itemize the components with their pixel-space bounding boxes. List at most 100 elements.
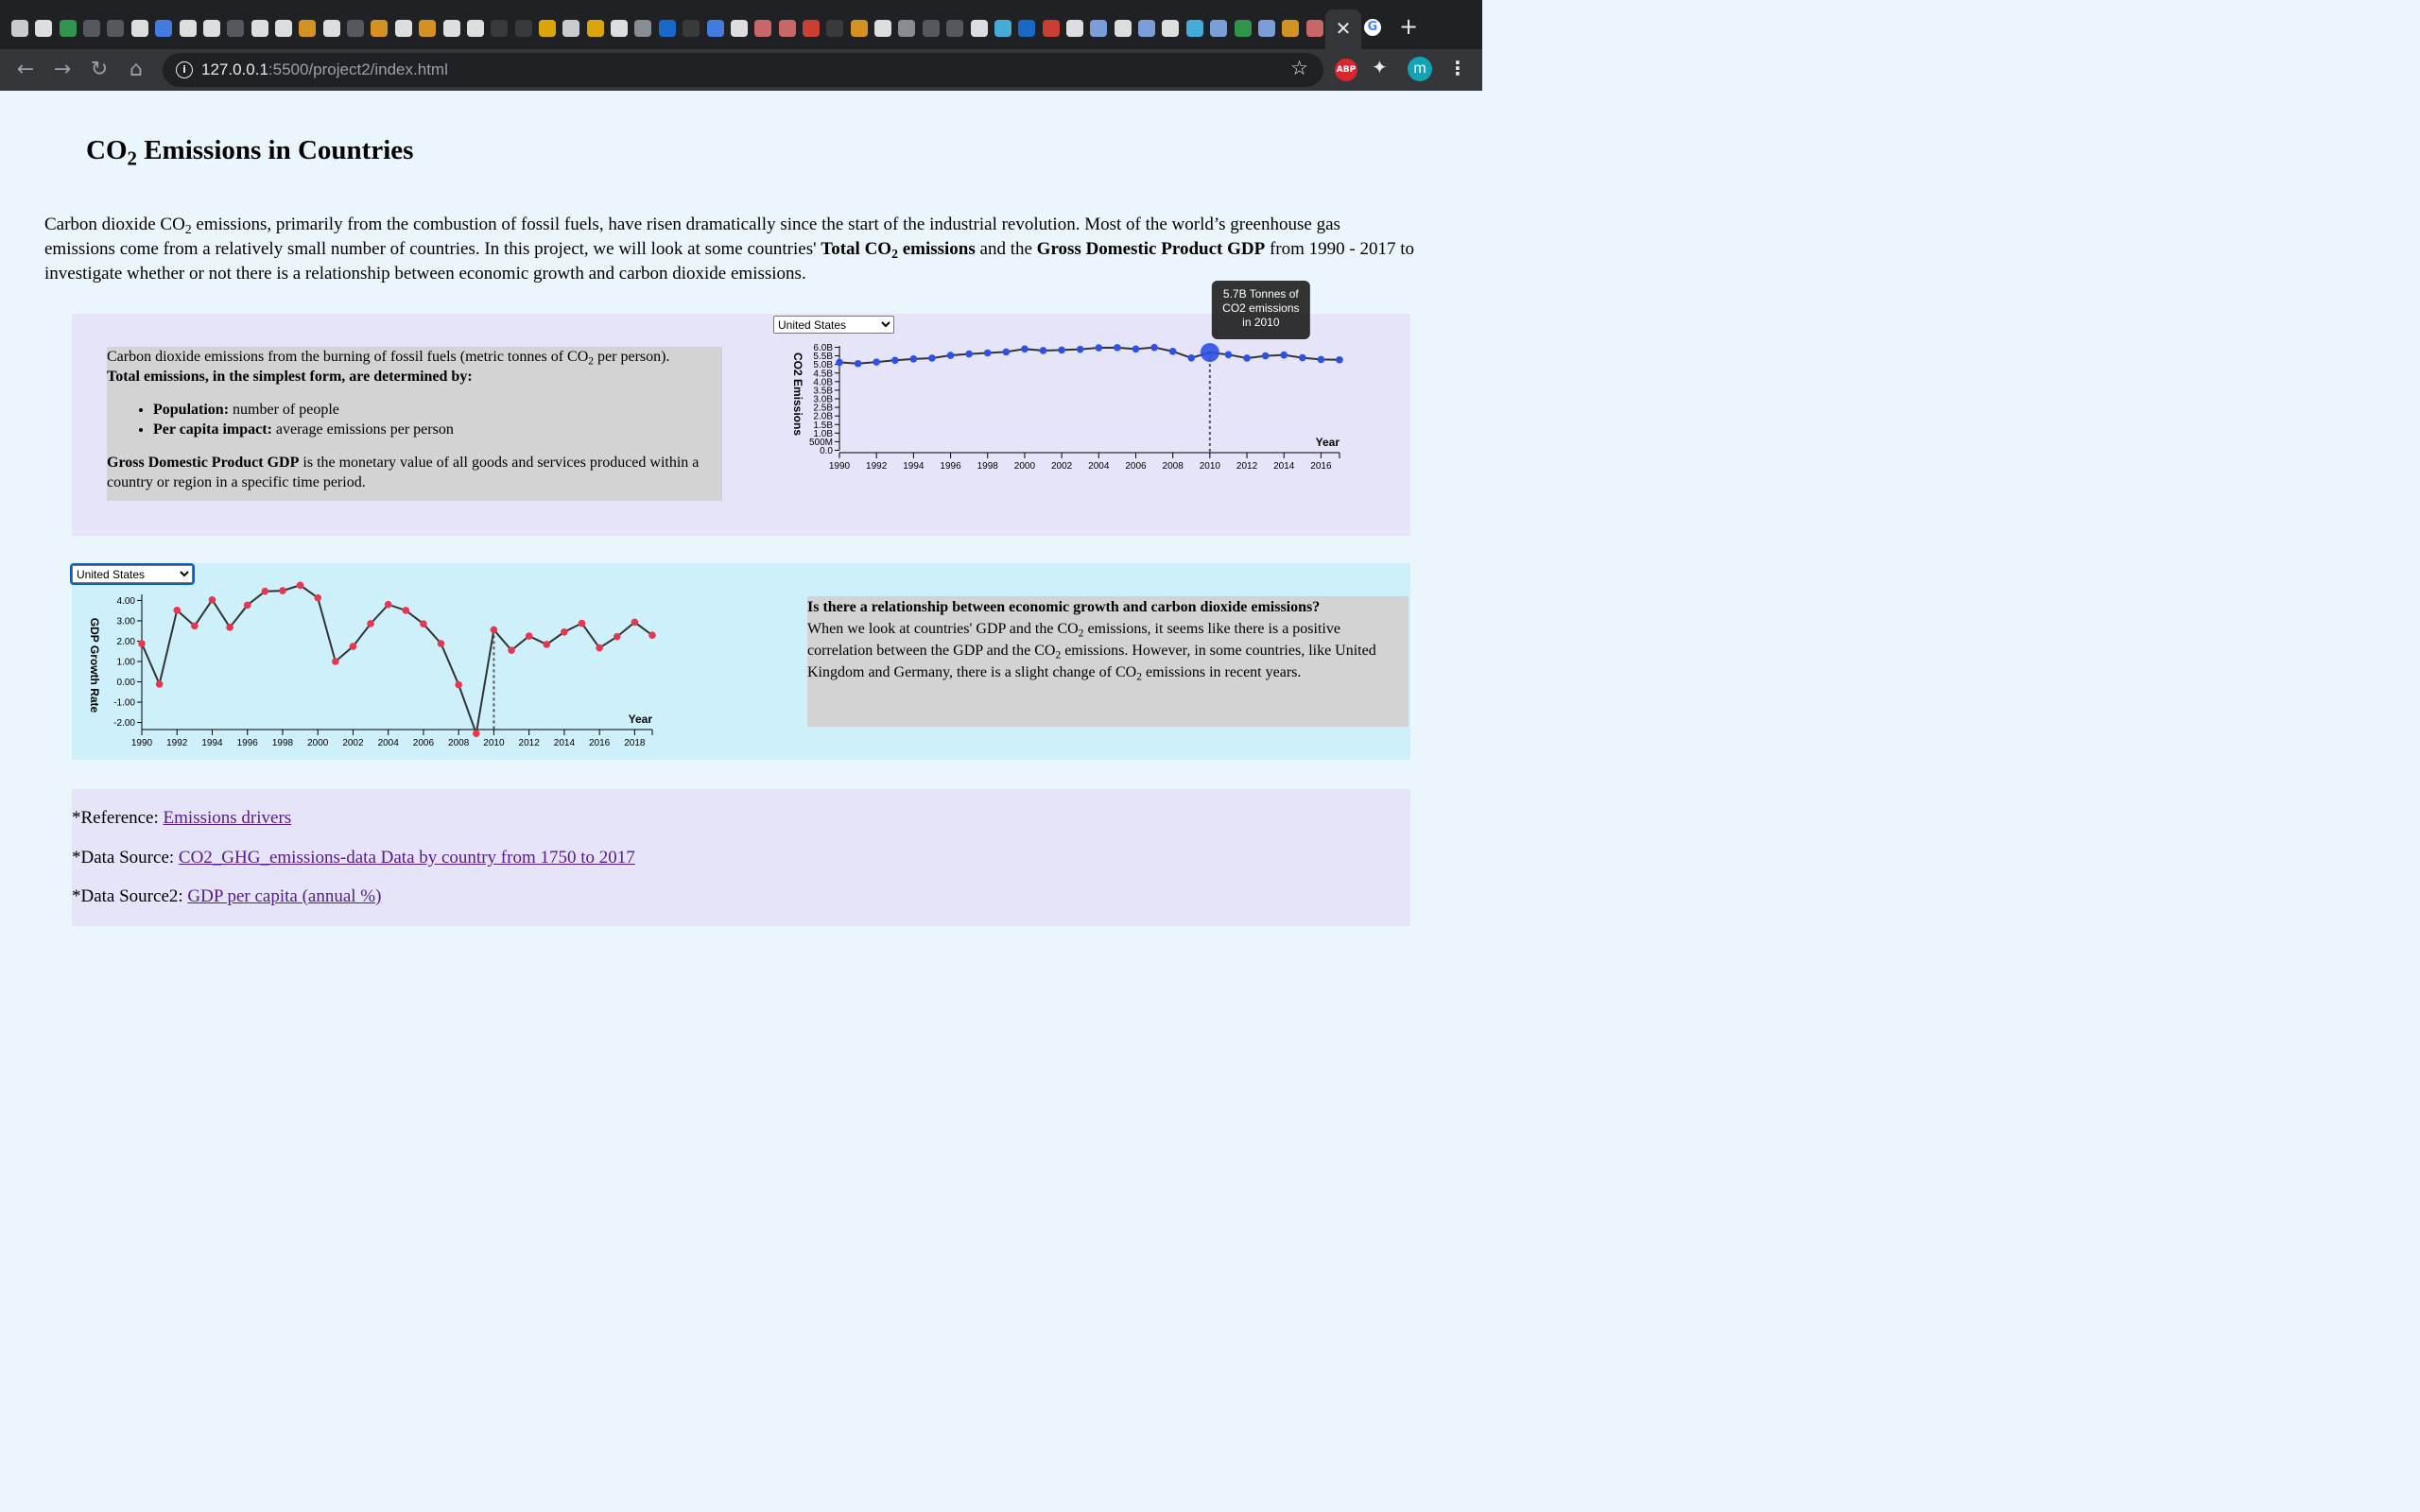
tab-favicon-icon[interactable] (778, 20, 796, 37)
tab-favicon-icon[interactable] (658, 20, 676, 37)
gdp-definition: Gross Domestic Product GDP is the moneta… (107, 455, 700, 490)
data-point (983, 349, 992, 357)
url-text[interactable]: 127.0.0.1:5500/project2/index.html (201, 60, 448, 78)
data-point (243, 601, 251, 610)
active-tab[interactable]: ✕ (1325, 9, 1361, 49)
tab-favicon-icon[interactable] (850, 20, 868, 37)
tab-favicon-icon[interactable] (611, 20, 629, 37)
tab-favicon-icon[interactable] (514, 20, 532, 37)
x-tick-label: 1992 (166, 738, 188, 748)
emissions-drivers-link[interactable]: Emissions drivers (163, 808, 292, 828)
co2-data-source-link[interactable]: CO2_GHG_emissions-data Data by country f… (178, 848, 635, 868)
tab-favicon-icon[interactable] (202, 20, 220, 37)
data-point (631, 618, 639, 627)
y-tick-label: 2.5B (813, 404, 833, 414)
y-tick-label: 3.5B (813, 386, 833, 396)
tab-favicon-icon[interactable] (539, 20, 556, 37)
tab-favicon-icon[interactable] (419, 20, 437, 37)
tab-favicon-icon[interactable] (1114, 20, 1132, 37)
tab-favicon-icon[interactable] (107, 20, 125, 37)
data-point (1336, 355, 1343, 364)
site-info-icon[interactable]: i (176, 61, 193, 78)
gdp-data-source-link[interactable]: GDP per capita (annual %) (187, 886, 382, 906)
tab-favicon-icon[interactable] (394, 20, 412, 37)
tab-favicon-icon[interactable] (347, 20, 365, 37)
tab-favicon-icon[interactable] (322, 20, 340, 37)
google-tab-icon[interactable]: G (1364, 19, 1381, 36)
tab-favicon-icon[interactable] (874, 20, 892, 37)
tab-favicon-icon[interactable] (898, 20, 916, 37)
tab-favicon-icon[interactable] (562, 20, 580, 37)
profile-avatar[interactable]: m (1408, 57, 1432, 81)
tab-favicon-icon[interactable] (1162, 20, 1180, 37)
tab-favicon-icon[interactable] (706, 20, 724, 37)
tab-favicon-icon[interactable] (371, 20, 389, 37)
tab-favicon-icon[interactable] (179, 20, 197, 37)
adblock-extension-icon[interactable]: ABP (1335, 59, 1357, 81)
x-tick-label: 2016 (1310, 461, 1332, 472)
co2-info-heading: Total emissions, in the simplest form, a… (107, 369, 473, 385)
back-arrow-icon[interactable]: ← (16, 58, 35, 81)
data-point (1114, 344, 1121, 352)
data-point (854, 359, 862, 368)
y-axis-label: CO2 Emissions (791, 352, 804, 436)
tab-favicon-icon[interactable] (251, 20, 268, 37)
x-tick-label: 1992 (866, 461, 888, 472)
data-point (261, 587, 269, 595)
tab-favicon-icon[interactable] (466, 20, 484, 37)
data-point (1317, 355, 1325, 364)
tab-favicon-icon[interactable] (1042, 20, 1060, 37)
tab-favicon-icon[interactable] (730, 20, 748, 37)
tab-favicon-icon[interactable] (970, 20, 988, 37)
tab-favicon-icon[interactable] (59, 20, 77, 37)
tab-favicon-icon[interactable] (155, 20, 173, 37)
tab-favicon-icon[interactable] (35, 20, 53, 37)
tab-favicon-icon[interactable] (1282, 20, 1300, 37)
tab-favicon-icon[interactable] (130, 20, 148, 37)
data-point (138, 640, 146, 647)
tab-favicon-icon[interactable] (994, 20, 1011, 37)
data-point (578, 619, 586, 627)
tab-favicon-icon[interactable] (299, 20, 317, 37)
tab-favicon-icon[interactable] (442, 20, 460, 37)
tab-favicon-icon[interactable] (83, 20, 101, 37)
tab-favicon-icon[interactable] (922, 20, 940, 37)
new-tab-button[interactable]: + (1398, 13, 1419, 40)
x-tick-label: 2008 (448, 738, 470, 748)
forward-arrow-icon[interactable]: → (53, 58, 72, 81)
gdp-country-select[interactable]: United States (70, 563, 195, 585)
address-bar[interactable]: i 127.0.0.1:5500/project2/index.html ☆ (163, 53, 1323, 87)
tab-favicon-icon[interactable] (275, 20, 292, 37)
tab-favicon-icon[interactable] (1234, 20, 1252, 37)
tab-favicon-icon[interactable] (634, 20, 652, 37)
tab-favicon-icon[interactable] (491, 20, 509, 37)
question-text: When we look at countries' GDP and the C… (807, 621, 1376, 683)
browser-menu-icon[interactable]: ⋮ (1448, 57, 1467, 79)
x-tick-label: 2018 (624, 738, 646, 748)
data-point (543, 641, 551, 648)
tab-favicon-icon[interactable] (1210, 20, 1228, 37)
data-point (836, 358, 843, 367)
tab-favicon-icon[interactable] (1138, 20, 1156, 37)
tab-favicon-icon[interactable] (1090, 20, 1108, 37)
tab-favicon-icon[interactable] (586, 20, 604, 37)
tab-favicon-icon[interactable] (826, 20, 844, 37)
tab-favicon-icon[interactable] (803, 20, 820, 37)
home-icon[interactable]: ⌂ (130, 58, 143, 81)
tab-favicon-icon[interactable] (11, 20, 28, 37)
tab-favicon-icon[interactable] (1185, 20, 1203, 37)
reload-icon[interactable]: ↻ (90, 58, 109, 81)
extensions-puzzle-icon[interactable]: ✦ (1372, 56, 1388, 78)
tab-favicon-icon[interactable] (1066, 20, 1083, 37)
tab-favicon-icon[interactable] (1257, 20, 1275, 37)
tab-favicon-icon[interactable] (1018, 20, 1036, 37)
tab-favicon-icon[interactable] (754, 20, 772, 37)
co2-country-select[interactable]: United States (773, 316, 894, 334)
tab-favicon-icon[interactable] (946, 20, 964, 37)
tab-favicon-icon[interactable] (683, 20, 700, 37)
tab-favicon-icon[interactable] (227, 20, 245, 37)
y-tick-label: 3.00 (117, 616, 136, 627)
close-tab-icon[interactable]: ✕ (1335, 17, 1352, 40)
bookmark-star-icon[interactable]: ☆ (1290, 57, 1308, 79)
tab-favicon-icon[interactable] (1305, 20, 1323, 37)
